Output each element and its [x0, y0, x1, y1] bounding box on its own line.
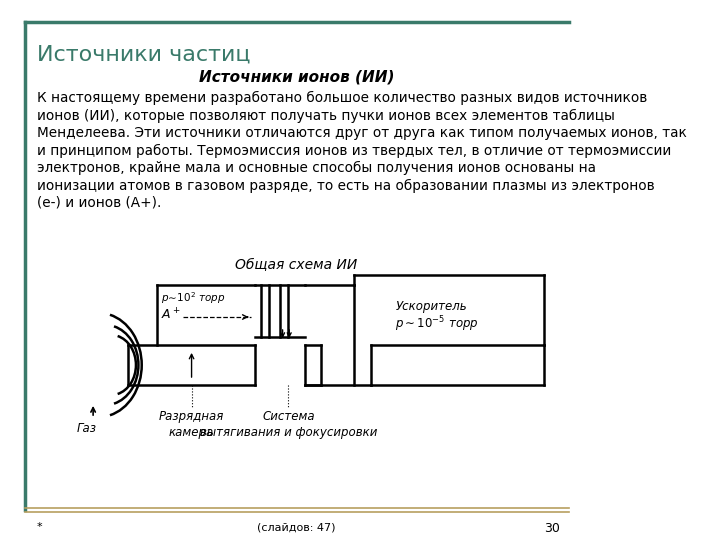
- Text: Газ: Газ: [76, 422, 96, 435]
- Text: К настоящему времени разработано большое количество разных видов источников: К настоящему времени разработано большое…: [37, 91, 647, 105]
- Text: (слайдов: 47): (слайдов: 47): [257, 522, 336, 532]
- Text: Источники ионов (ИИ): Источники ионов (ИИ): [199, 70, 395, 85]
- Text: ионизации атомов в газовом разряде, то есть на образовании плазмы из электронов: ионизации атомов в газовом разряде, то е…: [37, 179, 654, 193]
- Text: Общая схема ИИ: Общая схема ИИ: [235, 258, 358, 272]
- Text: $p\!\sim\!10^2$ торр: $p\!\sim\!10^2$ торр: [161, 290, 225, 306]
- Text: Разрядная
камера: Разрядная камера: [159, 410, 224, 439]
- Text: и принципом работы. Термоэмиссия ионов из твердых тел, в отличие от термоэмиссии: и принципом работы. Термоэмиссия ионов и…: [37, 144, 671, 158]
- Text: ионов (ИИ), которые позволяют получать пучки ионов всех элементов таблицы: ионов (ИИ), которые позволяют получать п…: [37, 109, 615, 123]
- Text: Менделеева. Эти источники отличаются друг от друга как типом получаемых ионов, т: Менделеева. Эти источники отличаются дру…: [37, 126, 687, 140]
- Text: 30: 30: [544, 522, 560, 535]
- Text: (е-) и ионов (А+).: (е-) и ионов (А+).: [37, 196, 161, 210]
- Text: электронов, крайне мала и основные способы получения ионов основаны на: электронов, крайне мала и основные спосо…: [37, 161, 596, 175]
- Text: $p\sim10^{-5}$ торр: $p\sim10^{-5}$ торр: [395, 314, 479, 334]
- Text: $A^+$: $A^+$: [161, 307, 181, 322]
- Text: Ускоритель: Ускоритель: [395, 300, 467, 313]
- Text: Источники частиц: Источники частиц: [37, 45, 251, 65]
- Text: Система
вытягивания и фокусировки: Система вытягивания и фокусировки: [199, 410, 377, 439]
- Text: *: *: [37, 522, 42, 532]
